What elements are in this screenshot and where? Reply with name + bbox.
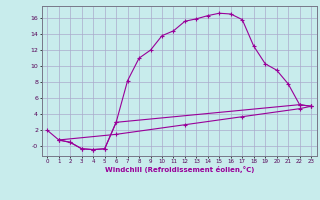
X-axis label: Windchill (Refroidissement éolien,°C): Windchill (Refroidissement éolien,°C)	[105, 166, 254, 173]
